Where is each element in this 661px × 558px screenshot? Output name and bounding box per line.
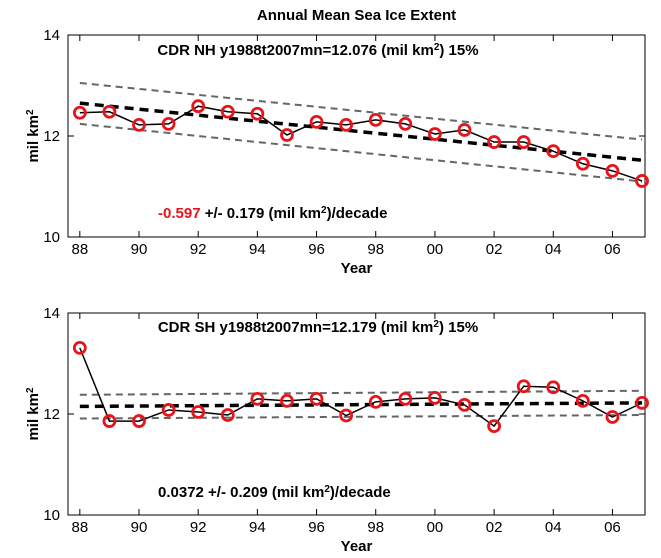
- x-tick-label: 94: [249, 519, 266, 536]
- data-point: [605, 410, 620, 424]
- data-point: [516, 379, 531, 394]
- data-point: [220, 408, 235, 422]
- data-point: [280, 128, 294, 142]
- data-point: [605, 163, 620, 178]
- x-tick-label: 04: [545, 519, 562, 536]
- trend-annotation-part: )/decade: [330, 484, 391, 501]
- data-point: [368, 394, 383, 409]
- y-axis-label-part: mil km: [25, 393, 42, 441]
- trend-annotation: -0.597 +/- 0.179 (mil km2)/decade: [158, 205, 387, 223]
- trend-line: [79, 81, 643, 141]
- data-point: [575, 393, 590, 408]
- panel-heading: CDR NH y1988t2007mn=12.076 (mil km2) 15%: [157, 42, 478, 60]
- x-tick-label: 96: [308, 241, 325, 258]
- data-point: [398, 116, 413, 131]
- data-point: [339, 408, 354, 423]
- data-point: [191, 99, 206, 114]
- x-tick-label: 02: [486, 519, 503, 536]
- trend-annotation-part: 0.0372 +/- 0.209 (mil km: [158, 484, 324, 501]
- y-tick-label: 14: [43, 305, 60, 322]
- y-tick-label: 12: [43, 406, 60, 423]
- data-point: [280, 393, 294, 408]
- y-axis-label: mil km2: [25, 387, 43, 441]
- x-tick-label: 00: [427, 241, 444, 258]
- data-point: [516, 135, 531, 149]
- y-tick-label: 12: [43, 128, 60, 145]
- x-axis-label: Year: [341, 260, 373, 277]
- panel-heading-part: CDR SH y1988t2007mn=12.179 (mil km: [158, 319, 434, 336]
- panel-heading-part: 2: [433, 319, 439, 330]
- trend-line: [79, 122, 643, 183]
- x-tick-label: 92: [190, 241, 207, 258]
- x-tick-label: 06: [604, 241, 621, 258]
- data-point: [132, 414, 146, 428]
- y-axis-label-part: mil km: [25, 115, 42, 163]
- y-axis-label-part: 2: [25, 109, 36, 115]
- data-point: [72, 340, 87, 355]
- x-tick-label: 04: [545, 241, 562, 258]
- y-axis-label: mil km2: [25, 109, 43, 163]
- trend-line: [79, 414, 643, 420]
- data-point: [102, 414, 117, 428]
- data-point: [368, 112, 383, 127]
- data-point: [635, 174, 649, 188]
- data-point: [487, 135, 501, 149]
- data-point: [457, 398, 472, 412]
- data-point: [546, 144, 561, 159]
- panel-heading-part: ) 15%: [439, 42, 478, 59]
- y-axis-label-part: 2: [25, 387, 36, 393]
- data-point: [191, 405, 206, 419]
- y-tick-label: 10: [43, 507, 60, 524]
- x-tick-label: 92: [190, 519, 207, 536]
- trend-annotation-part: 2: [321, 205, 327, 216]
- data-point: [161, 116, 176, 131]
- x-tick-label: 96: [308, 519, 325, 536]
- x-tick-label: 90: [131, 519, 148, 536]
- data-point: [575, 156, 590, 171]
- x-tick-label: 88: [71, 519, 88, 536]
- x-tick-label: 98: [367, 519, 384, 536]
- panel-heading-part: CDR NH y1988t2007mn=12.076 (mil km: [157, 42, 433, 59]
- x-tick-label: 94: [249, 241, 266, 258]
- trend-annotation-part: )/decade: [327, 205, 388, 222]
- panel-heading-part: 2: [434, 42, 440, 53]
- panel-heading-part: ) 15%: [439, 319, 478, 336]
- data-point: [250, 106, 265, 121]
- data-point: [102, 104, 117, 119]
- x-tick-label: 98: [367, 241, 384, 258]
- data-point: [635, 395, 649, 410]
- trend-annotation-part: 2: [324, 484, 330, 495]
- data-point: [398, 391, 413, 406]
- data-point: [428, 127, 442, 141]
- data-point: [457, 123, 472, 137]
- trend-annotation: 0.0372 +/- 0.209 (mil km2)/decade: [158, 484, 391, 502]
- data-line: [79, 105, 643, 182]
- y-tick-label: 10: [43, 229, 60, 246]
- data-point: [132, 117, 146, 132]
- data-point: [339, 117, 354, 132]
- y-tick-label: 14: [43, 27, 60, 44]
- trend-annotation-part: +/- 0.179 (mil km: [201, 205, 321, 222]
- chart-title: Annual Mean Sea Ice Extent: [257, 7, 456, 24]
- data-point: [487, 419, 501, 434]
- data-point: [428, 390, 442, 405]
- trend-annotation-part: -0.597: [158, 205, 201, 222]
- x-tick-label: 06: [604, 519, 621, 536]
- x-tick-label: 02: [486, 241, 503, 258]
- data-point: [546, 380, 561, 395]
- panel-heading: CDR SH y1988t2007mn=12.179 (mil km2) 15%: [158, 319, 478, 337]
- data-point: [161, 403, 176, 417]
- x-tick-label: 00: [427, 519, 444, 536]
- data-point: [309, 114, 324, 129]
- data-point: [72, 105, 87, 120]
- data-point: [309, 391, 324, 406]
- x-axis-label: Year: [341, 538, 373, 555]
- x-tick-label: 88: [71, 241, 88, 258]
- x-tick-label: 90: [131, 241, 148, 258]
- data-point: [220, 104, 235, 119]
- data-point: [250, 391, 265, 406]
